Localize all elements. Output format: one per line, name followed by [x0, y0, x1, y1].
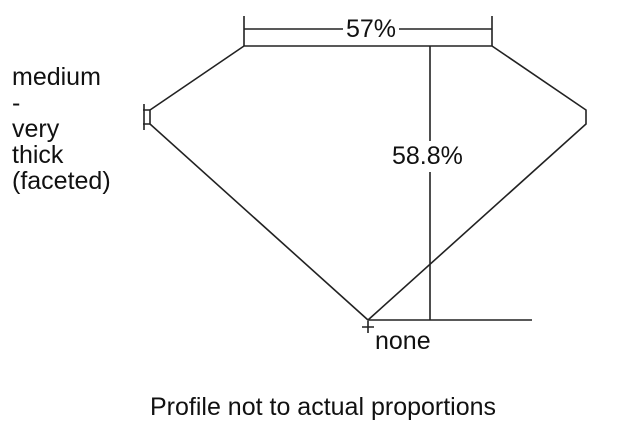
girdle-label-line: medium [12, 63, 101, 91]
culet-marker [362, 321, 374, 333]
girdle-label-line: - [12, 89, 21, 117]
girdle-label-line: very [12, 115, 60, 143]
gem-outline [149, 45, 587, 322]
girdle-label: medium - very thick (faceted) [12, 64, 111, 194]
depth-percentage: 58.8% [390, 141, 465, 172]
culet-label: none [375, 327, 431, 355]
girdle-label-line: (faceted) [12, 167, 111, 195]
girdle-label-line: thick [12, 141, 64, 169]
table-percentage: 57% [343, 16, 400, 43]
caption: Profile not to actual proportions [150, 393, 497, 421]
girdle-marker [143, 104, 150, 130]
